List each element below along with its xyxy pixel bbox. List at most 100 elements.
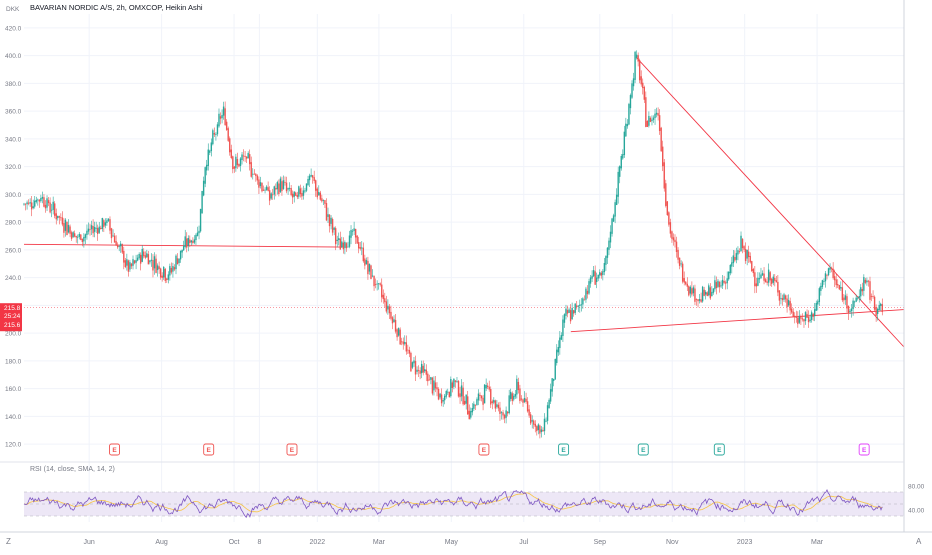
candle-body — [599, 272, 601, 276]
candle-body — [520, 398, 523, 400]
auto-scale-icon[interactable]: A — [916, 537, 922, 546]
candle-body — [614, 202, 616, 217]
candle-body — [724, 282, 727, 284]
candle-body — [522, 399, 524, 403]
candle-body — [98, 226, 100, 233]
earnings-marker-label: E — [561, 447, 566, 454]
candle-body — [846, 296, 848, 309]
candle-body — [625, 123, 627, 137]
y-tick-label: 320.0 — [5, 164, 22, 171]
candle-body — [705, 291, 707, 295]
candle-body — [669, 222, 672, 234]
candle-body — [553, 379, 555, 381]
candle-body — [861, 289, 864, 292]
candle-body — [706, 292, 708, 297]
candle-body — [49, 202, 51, 213]
x-tick-label: Jul — [519, 539, 528, 546]
candle-body — [424, 369, 426, 372]
candle-body — [476, 399, 478, 406]
currency-label: DKK — [6, 6, 20, 13]
rsi-indicator-label[interactable]: RSI (14, close, SMA, 14, 2) — [30, 466, 115, 473]
candle-body — [164, 268, 166, 281]
candle-body — [462, 387, 464, 405]
candle-body — [741, 238, 744, 249]
y-tick-label: 300.0 — [5, 192, 22, 199]
x-tick-label: 2022 — [310, 539, 326, 546]
candle-body — [465, 394, 467, 404]
candle-body — [202, 180, 205, 196]
candle-body — [256, 175, 259, 181]
candle-body — [67, 224, 70, 233]
candle-body — [576, 305, 578, 307]
candle-body — [758, 278, 761, 280]
candle-body — [133, 260, 136, 264]
candle-body — [480, 395, 483, 399]
candle-body — [505, 410, 507, 418]
earnings-marker-label: E — [112, 447, 117, 454]
candle-body — [24, 203, 27, 205]
candle-body — [175, 255, 177, 270]
candle-body — [691, 288, 693, 295]
candle-body — [694, 288, 696, 302]
timezone-icon[interactable]: Z — [6, 537, 11, 546]
candle-body — [318, 191, 320, 196]
candle-body — [259, 182, 262, 187]
candle-body — [751, 261, 753, 271]
candle-body — [740, 235, 742, 252]
candle-body — [645, 97, 647, 127]
candle-body — [631, 83, 633, 98]
candle-body — [840, 286, 842, 289]
candle-body — [685, 281, 687, 285]
candle-body — [338, 238, 340, 241]
trendline-rising-support — [570, 309, 905, 333]
candle-body — [295, 192, 297, 196]
candle-body — [829, 267, 831, 270]
candle-body — [523, 398, 526, 403]
candle-body — [714, 280, 716, 290]
candle-body — [712, 288, 715, 293]
candle-body — [732, 255, 735, 264]
candle-body — [473, 403, 475, 409]
candle-body — [755, 283, 758, 287]
candle-body — [686, 283, 688, 287]
candle-body — [109, 219, 111, 231]
candle-body — [391, 317, 394, 324]
x-tick-label: 8 — [257, 539, 261, 546]
earnings-marker-label: E — [482, 447, 487, 454]
candle-body — [536, 426, 538, 432]
candle-body — [207, 149, 209, 166]
y-tick-label: 140.0 — [5, 414, 22, 421]
candle-body — [655, 112, 658, 115]
candle-body — [467, 396, 469, 415]
candle-body — [245, 156, 248, 159]
candle-body — [106, 220, 108, 223]
candle-body — [305, 183, 308, 191]
earnings-marker — [286, 443, 298, 456]
candle-body — [642, 82, 644, 89]
candle-body — [265, 186, 268, 190]
candle-body — [720, 285, 722, 287]
candle-body — [580, 304, 583, 306]
candle-body — [672, 237, 675, 241]
candle-body — [689, 286, 692, 294]
candle-body — [554, 358, 556, 380]
symbol-title[interactable]: BAVARIAN NORDIC A/S, 2h, OMXCOP, Heikin … — [30, 3, 203, 12]
candle-body — [362, 247, 365, 262]
candle-body — [193, 239, 196, 243]
candle-body — [199, 208, 202, 232]
candle-body — [258, 179, 260, 188]
candle-body — [285, 182, 288, 192]
candle-body — [69, 226, 71, 234]
x-tick-label: Jun — [84, 539, 95, 546]
candle-body — [55, 213, 57, 220]
candle-body — [457, 381, 460, 397]
candle-body — [52, 201, 54, 210]
candle-body — [302, 190, 305, 196]
candle-body — [708, 285, 710, 296]
candle-body — [152, 259, 154, 271]
candle-body — [209, 150, 211, 153]
x-tick-label: Mar — [373, 539, 386, 546]
candle-body — [253, 173, 256, 175]
